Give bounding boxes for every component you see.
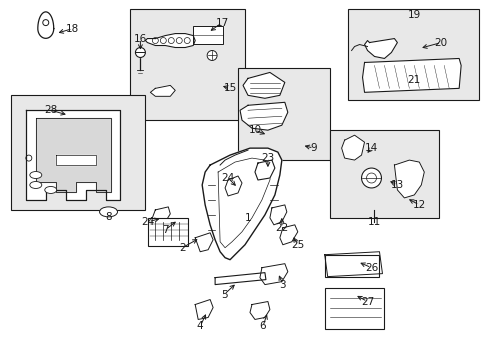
Text: 7: 7	[162, 225, 168, 235]
Bar	[130, 9, 244, 120]
Text: 28: 28	[44, 105, 57, 115]
Text: 10: 10	[248, 125, 261, 135]
Text: 26: 26	[364, 263, 377, 273]
Ellipse shape	[30, 171, 41, 179]
Circle shape	[361, 168, 381, 188]
Text: 19: 19	[407, 10, 420, 20]
Polygon shape	[202, 148, 281, 260]
Text: 24: 24	[142, 217, 155, 227]
Text: 5: 5	[220, 289, 227, 300]
Polygon shape	[150, 85, 175, 96]
Bar	[148, 218, 188, 246]
Text: 2: 2	[179, 243, 185, 253]
Polygon shape	[195, 233, 213, 252]
Polygon shape	[269, 205, 286, 225]
Ellipse shape	[100, 207, 117, 217]
Ellipse shape	[30, 181, 41, 189]
Polygon shape	[38, 12, 54, 39]
Polygon shape	[362, 58, 460, 92]
Polygon shape	[279, 225, 297, 245]
Polygon shape	[195, 300, 213, 319]
Text: 24: 24	[221, 173, 234, 183]
Text: 22: 22	[275, 223, 288, 233]
Text: 1: 1	[244, 213, 251, 223]
Text: 23: 23	[261, 153, 274, 163]
Text: 21: 21	[407, 75, 420, 85]
Text: 20: 20	[434, 37, 447, 48]
Polygon shape	[243, 72, 285, 98]
Bar	[11, 95, 145, 210]
Text: 15: 15	[223, 84, 236, 93]
Text: 8: 8	[105, 212, 112, 222]
Text: 27: 27	[360, 297, 373, 306]
Polygon shape	[56, 155, 95, 165]
Polygon shape	[364, 39, 397, 58]
Polygon shape	[260, 264, 287, 285]
Bar	[193, 26, 223, 44]
Bar	[329, 130, 438, 218]
Text: 14: 14	[364, 143, 377, 153]
Text: 11: 11	[367, 217, 380, 227]
Text: 9: 9	[310, 143, 316, 153]
Circle shape	[135, 48, 145, 58]
Text: 17: 17	[215, 18, 228, 28]
Bar	[324, 255, 379, 276]
Text: 16: 16	[134, 33, 147, 44]
Bar	[347, 9, 478, 100]
Polygon shape	[394, 160, 424, 198]
Polygon shape	[341, 135, 364, 160]
Ellipse shape	[45, 186, 57, 193]
Bar	[324, 288, 384, 329]
Circle shape	[207, 50, 217, 60]
Text: 12: 12	[412, 200, 425, 210]
Polygon shape	[240, 102, 287, 130]
Text: 3: 3	[279, 280, 285, 289]
Text: 6: 6	[259, 321, 265, 332]
Polygon shape	[36, 118, 110, 192]
Polygon shape	[26, 110, 120, 200]
Polygon shape	[249, 302, 269, 319]
Polygon shape	[254, 160, 274, 180]
Polygon shape	[145, 33, 195, 48]
Polygon shape	[215, 273, 265, 285]
Text: 25: 25	[290, 240, 304, 250]
Bar	[238, 68, 329, 160]
Polygon shape	[224, 176, 242, 196]
Text: 13: 13	[390, 180, 403, 190]
Polygon shape	[152, 207, 170, 224]
Text: 4: 4	[197, 321, 203, 332]
Text: 18: 18	[66, 24, 79, 33]
